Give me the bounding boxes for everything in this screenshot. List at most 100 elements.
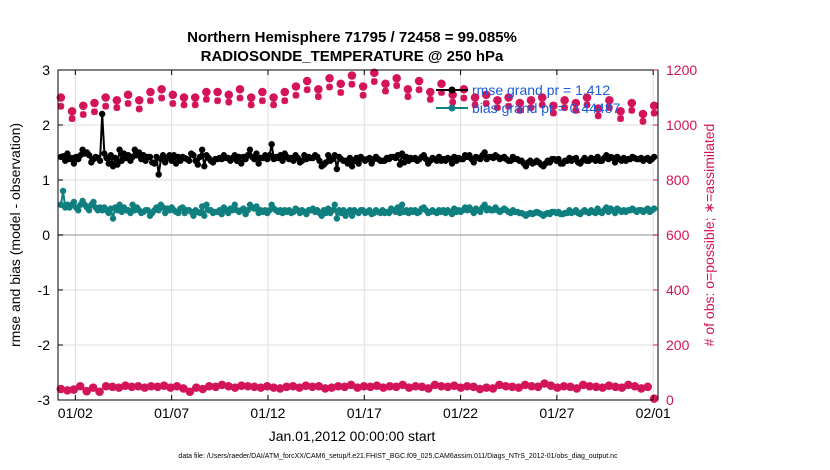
obs-assimilated-marker — [169, 100, 177, 107]
obs-assimilated-marker — [236, 94, 244, 102]
obs-assimilated-marker — [102, 94, 110, 101]
obs-assimilated-marker — [303, 77, 311, 85]
obs-assimilated-marker — [79, 111, 87, 118]
obs-assimilated-marker — [79, 102, 87, 110]
obs-possible-marker — [425, 87, 435, 97]
obs-possible-marker — [414, 76, 424, 86]
y-right-tick-label: 1000 — [666, 117, 697, 133]
obs-assimilated-marker — [203, 88, 210, 96]
obs-assimilated-marker — [158, 94, 166, 102]
obs-assimilated-marker — [612, 383, 619, 391]
obs-assimilated-marker — [382, 80, 389, 88]
obs-assimilated-marker — [457, 384, 465, 392]
obs-assimilated-marker — [637, 385, 645, 392]
obs-assimilated-marker — [154, 383, 162, 391]
obs-assimilated-marker — [141, 384, 149, 392]
obs-assimilated-marker — [57, 102, 65, 110]
obs-possible-marker — [291, 82, 301, 91]
obs-assimilated-marker — [180, 101, 188, 109]
obs-assimilated-marker — [359, 91, 367, 99]
obs-possible-marker — [157, 84, 166, 94]
obs-assimilated-marker — [392, 383, 400, 391]
obs-assimilated-marker — [415, 77, 423, 85]
obs-assimilated-marker — [405, 384, 413, 392]
obs-possible-marker — [392, 73, 401, 83]
y-right-tick-label: 600 — [666, 227, 690, 243]
obs-assimilated-marker — [367, 383, 374, 391]
obs-possible-marker — [325, 73, 334, 83]
obs-possible-marker — [437, 79, 446, 89]
obs-assimilated-marker — [583, 94, 591, 101]
y-tick-label: 2 — [42, 117, 50, 133]
obs-assimilated-marker — [431, 381, 439, 389]
obs-possible-marker — [112, 95, 122, 105]
data-point — [611, 159, 619, 166]
obs-assimilated-marker — [561, 104, 568, 112]
obs-possible-marker — [302, 76, 312, 86]
data-point — [398, 150, 406, 157]
obs-assimilated-marker — [631, 382, 639, 390]
obs-assimilated-marker — [373, 382, 381, 390]
data-point — [251, 155, 258, 163]
obs-assimilated-marker — [505, 94, 513, 101]
data-point — [650, 153, 658, 161]
data-point — [231, 201, 238, 208]
obs-possible-marker — [235, 84, 245, 94]
obs-possible-marker — [56, 93, 66, 102]
obs-assimilated-marker — [250, 383, 258, 391]
obs-possible-marker — [488, 384, 498, 393]
obs-assimilated-marker — [192, 384, 200, 392]
obs-possible-marker — [549, 101, 558, 111]
obs-assimilated-marker — [554, 384, 561, 392]
obs-assimilated-marker — [225, 98, 233, 106]
obs-assimilated-marker — [449, 91, 457, 99]
data-point — [279, 157, 286, 164]
series-obs-2 — [56, 68, 659, 119]
data-point — [398, 201, 406, 208]
obs-assimilated-marker — [449, 98, 457, 106]
obs-assimilated-marker — [379, 384, 387, 392]
obs-assimilated-marker — [386, 382, 394, 390]
data-point — [109, 215, 117, 222]
obs-possible-marker — [515, 98, 525, 108]
y-right-tick-label: 200 — [666, 337, 690, 353]
obs-assimilated-marker — [180, 385, 187, 392]
obs-assimilated-marker — [113, 104, 121, 112]
data-point — [70, 160, 78, 167]
y-tick-label: 0 — [42, 227, 50, 243]
obs-possible-marker — [470, 93, 480, 102]
obs-assimilated-marker — [135, 96, 143, 104]
y-axis-label: rmse and bias (model - observation) — [7, 123, 23, 347]
obs-possible-marker — [185, 387, 195, 397]
data-point — [98, 110, 106, 118]
obs-possible-marker — [95, 387, 104, 397]
obs-assimilated-marker — [57, 94, 65, 101]
y-tick-label: 1 — [42, 172, 50, 188]
obs-assimilated-marker — [547, 382, 555, 390]
obs-possible-marker — [90, 98, 99, 108]
obs-assimilated-marker — [516, 99, 524, 107]
obs-assimilated-marker — [426, 95, 434, 103]
obs-assimilated-marker — [489, 385, 497, 392]
obs-assimilated-marker — [538, 94, 546, 101]
data-point — [348, 212, 356, 219]
obs-assimilated-marker — [521, 381, 529, 389]
obs-assimilated-marker — [341, 383, 349, 391]
obs-possible-marker — [146, 87, 155, 97]
obs-assimilated-marker — [483, 384, 490, 392]
obs-assimilated-marker — [191, 101, 199, 109]
obs-assimilated-marker — [572, 106, 580, 114]
obs-assimilated-marker — [263, 382, 271, 390]
obs-assimilated-marker — [572, 99, 580, 107]
obs-possible-marker — [571, 98, 581, 108]
x-tick-label: 01/12 — [250, 405, 285, 421]
obs-assimilated-marker — [494, 96, 501, 104]
obs-possible-marker — [643, 382, 652, 392]
obs-assimilated-marker — [471, 101, 479, 109]
x-tick-label: 02/01 — [636, 405, 671, 421]
obs-assimilated-marker — [359, 83, 367, 90]
obs-assimilated-marker — [561, 96, 568, 104]
obs-assimilated-marker — [191, 94, 199, 101]
obs-assimilated-marker — [63, 386, 71, 394]
